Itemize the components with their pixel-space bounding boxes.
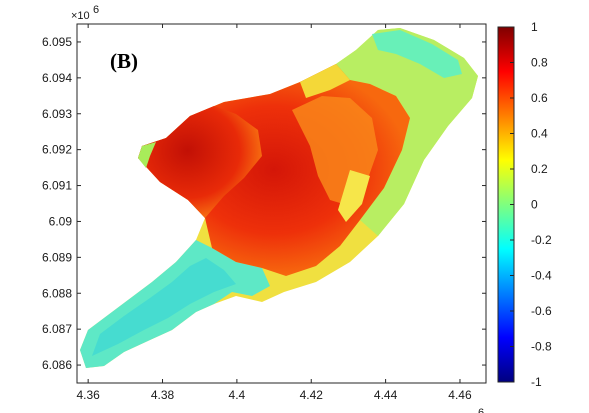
colorbar-tick-label: -0.8: [531, 340, 552, 354]
y-tick-label: 6.09: [49, 214, 73, 228]
y-axis: 6.086 6.087 6.088 6.089 6.09 6.091 6.092 6.093 6…: [42, 35, 486, 372]
x-tick-label: 4.4: [229, 388, 246, 402]
y-exponent-label: ×10: [71, 10, 90, 22]
colorbar-tick-label: 0.2: [531, 162, 548, 176]
x-tick-label: 4.42: [300, 388, 324, 402]
colorbar-tick-label: 0.6: [531, 91, 548, 105]
northwest-lobe-region: [138, 106, 262, 218]
panel-label: (B): [110, 49, 138, 73]
y-tick-label: 6.091: [42, 179, 72, 193]
colorbar-tick-label: -0.2: [531, 233, 552, 247]
x-tick-label: 4.38: [151, 388, 175, 402]
east-yellow-patch: [338, 170, 370, 222]
x-tick-label: 4.36: [76, 388, 100, 402]
colorbar: 1 0.8 0.6 0.4 0.2 0 -0.2 -0.4 -0.6 -0.8 -1: [497, 20, 552, 389]
northeast-arm-region: [336, 28, 478, 236]
colorbar-tick-label: 0: [531, 198, 538, 212]
y-tick-label: 6.094: [42, 71, 72, 85]
y-tick-label: 6.086: [42, 358, 72, 372]
x-tick-label: 4.44: [374, 388, 398, 402]
lake-map: [80, 28, 478, 368]
y-tick-label: 6.093: [42, 107, 72, 121]
y-tick-label: 6.088: [42, 286, 72, 300]
y-exponent-power: 6: [93, 4, 99, 16]
colorbar-tick-label: -1: [531, 375, 542, 389]
yellow-shoreline-band: [300, 64, 350, 98]
y-tick-label: 6.095: [42, 35, 72, 49]
colorbar-tick-label: -0.4: [531, 269, 552, 283]
y-tick-label: 6.087: [42, 322, 72, 336]
x-axis: 4.36 4.38 4.4 4.42 4.44 4.46: [76, 24, 472, 402]
colorbar-tick-label: 1: [531, 20, 538, 34]
x-exponent-power: 6: [478, 407, 484, 413]
northeast-cyan-patch: [372, 30, 462, 78]
colorbar-tick-label: 0.4: [531, 127, 548, 141]
x-tick-label: 4.46: [448, 388, 472, 402]
colorbar-tick-label: 0.8: [531, 56, 548, 70]
colorbar-tick-label: -0.6: [531, 304, 552, 318]
southwest-arm-shade: [92, 258, 236, 356]
colorbar-ticks: 1 0.8 0.6 0.4 0.2 0 -0.2 -0.4 -0.6 -0.8 -1: [510, 20, 552, 389]
y-tick-label: 6.089: [42, 250, 72, 264]
y-tick-label: 6.092: [42, 143, 72, 157]
west-green-fringe: [138, 142, 156, 168]
